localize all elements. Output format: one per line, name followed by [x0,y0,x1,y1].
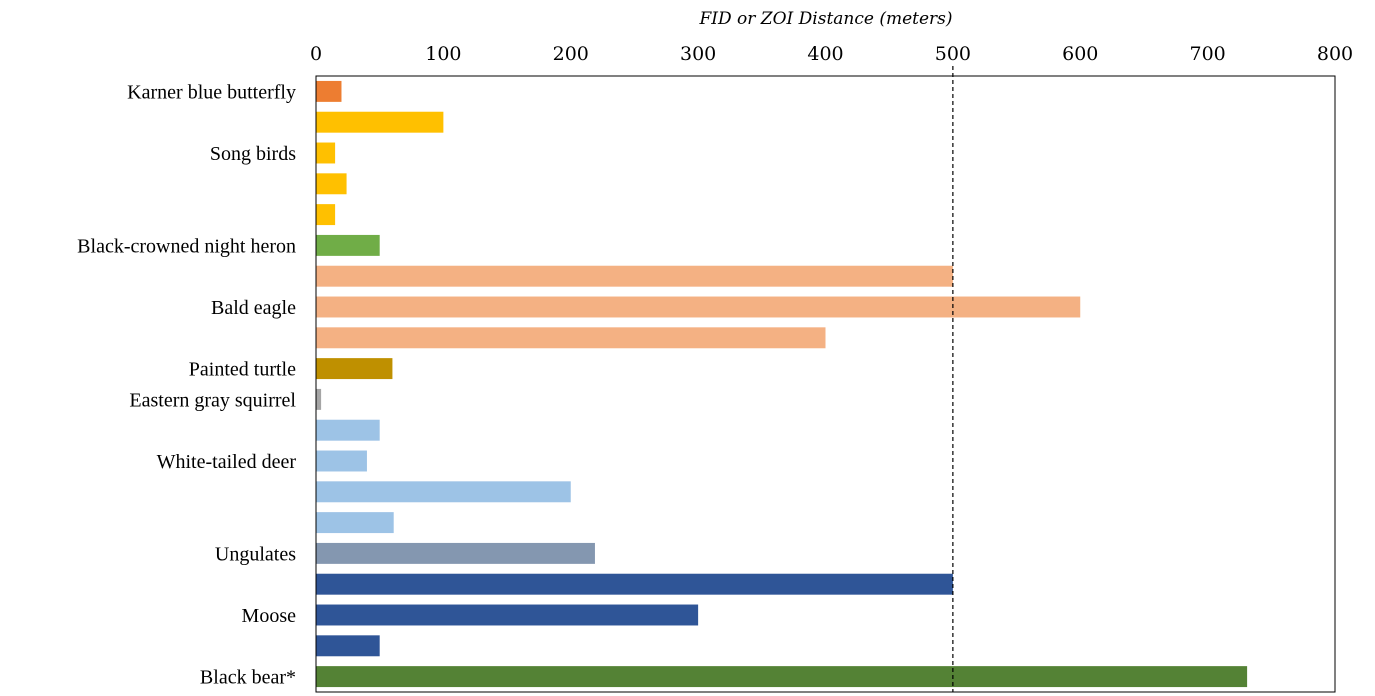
x-axis-ticks: 0 100 200 300 400 500 600 700 800 [310,43,1353,65]
bar [316,111,444,133]
x-tick-label: 600 [1062,43,1098,65]
x-tick-label: 700 [1189,43,1225,65]
bar [316,80,342,102]
bar [316,388,322,410]
bar [316,450,367,472]
category-label: Black-crowned night heron [77,235,296,257]
category-label: Karner blue butterfly [127,81,296,103]
bar [316,265,953,287]
bar [316,327,826,349]
bar [316,296,1081,318]
bar [316,142,336,164]
category-label: White-tailed deer [157,451,297,473]
x-tick-label: 800 [1317,43,1353,65]
bar [316,542,595,564]
category-label: Painted turtle [189,359,296,381]
category-label: Moose [242,605,297,627]
bar [316,358,393,380]
x-tick-label: 300 [680,43,716,65]
category-label: Bald eagle [211,297,296,319]
bar [316,204,336,226]
bar [316,604,699,626]
plot-area-frame [315,75,1336,693]
bar [316,481,571,503]
category-label: Ungulates [215,543,296,565]
x-tick-label: 500 [935,43,971,65]
bar [316,173,347,195]
x-tick-label: 200 [553,43,589,65]
bar [316,419,380,441]
category-label: Song birds [210,143,296,165]
x-tick-label: 100 [425,43,461,65]
bar [316,512,394,534]
category-label: Black bear* [200,667,296,689]
x-tick-label: 400 [807,43,843,65]
bar [316,666,1248,688]
bars [316,80,1248,688]
category-label: Eastern gray squirrel [129,389,296,411]
category-labels: Karner blue butterfly Song birds Black-cro… [77,81,296,688]
bar [316,573,953,595]
bar [316,635,380,657]
x-axis-title: FID or ZOI Distance (meters) [698,9,952,29]
x-tick-label: 0 [310,43,322,65]
bar [316,234,380,256]
